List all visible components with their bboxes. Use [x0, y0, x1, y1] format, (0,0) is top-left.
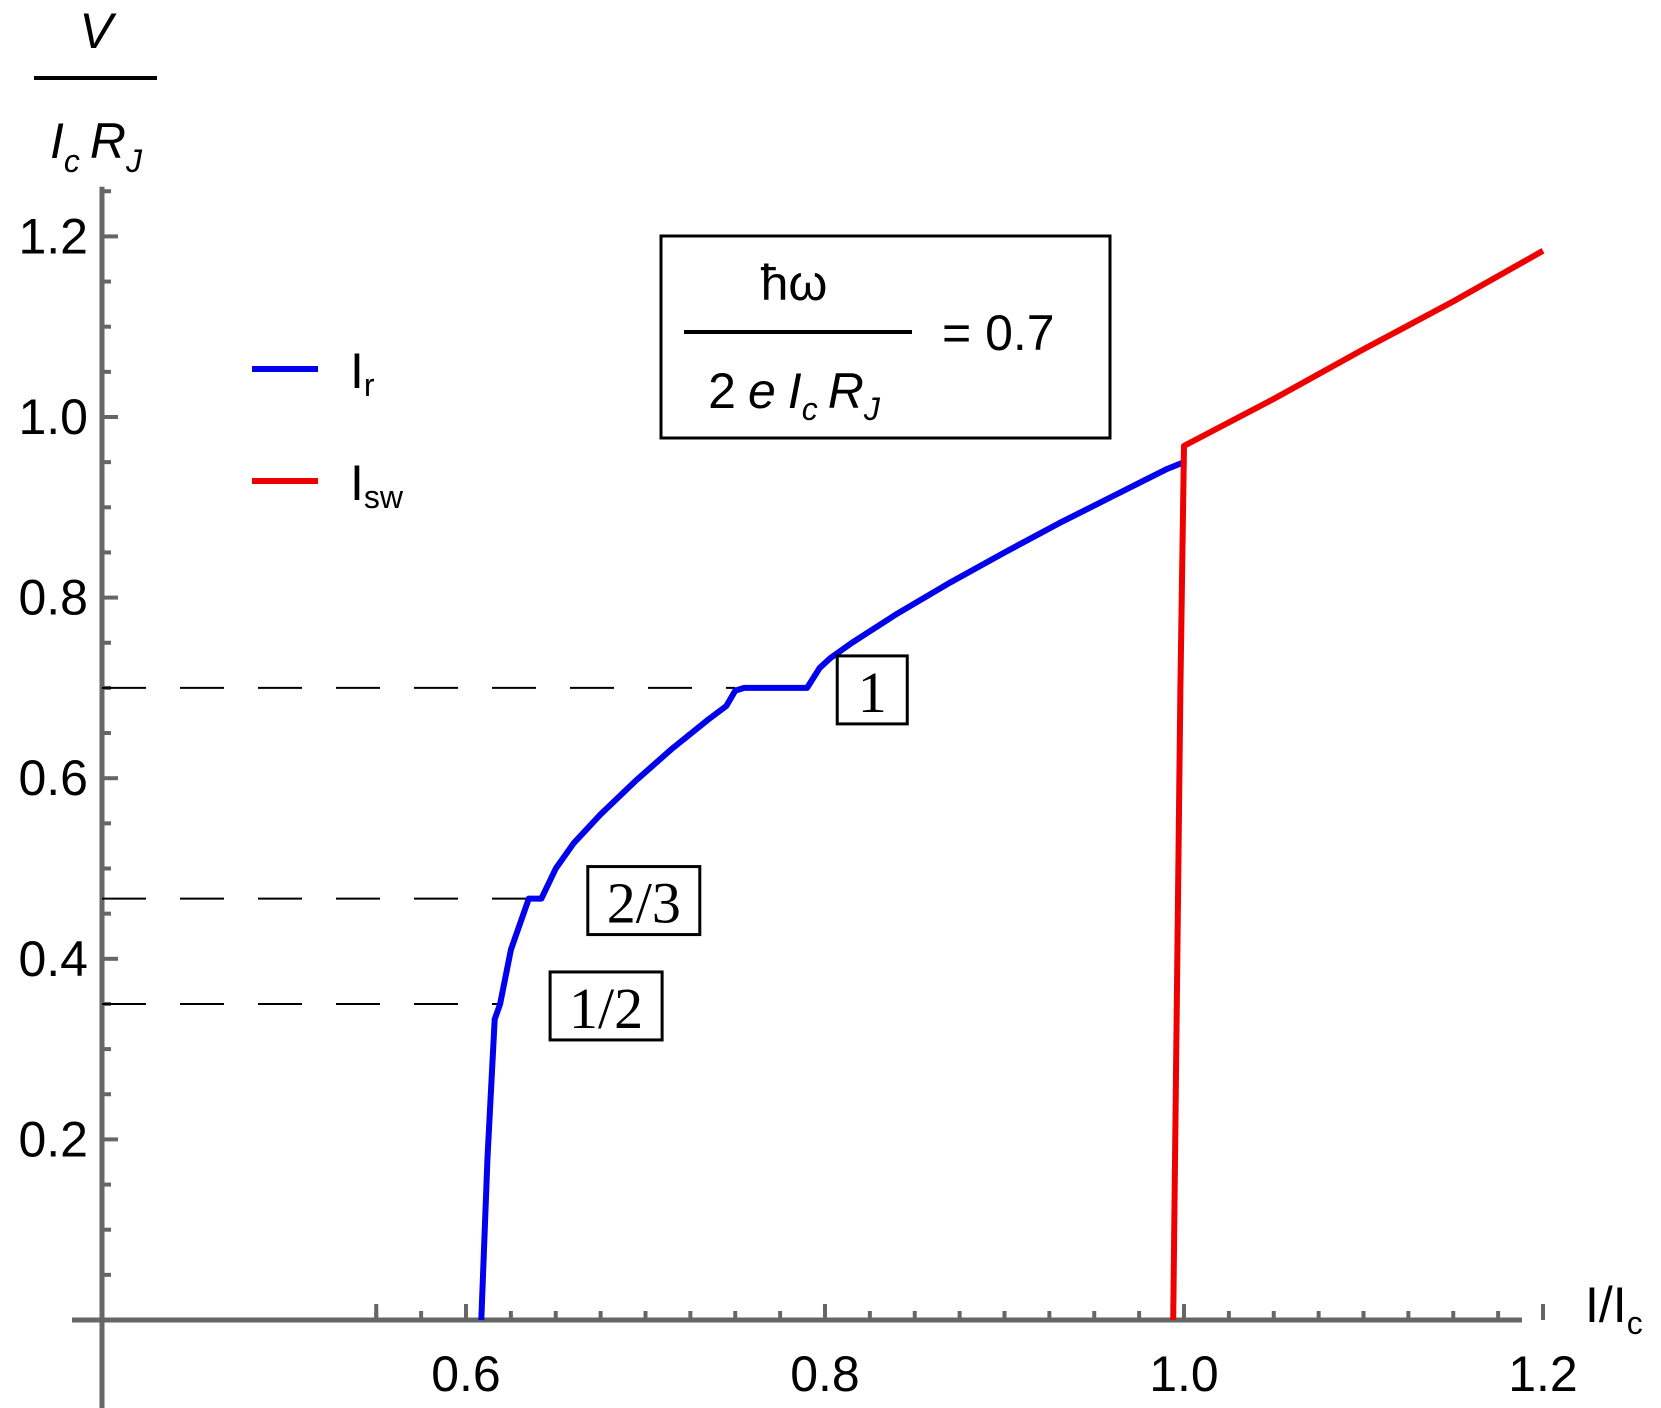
reference-label-text: 1/2 [569, 976, 643, 1041]
y-label-i-sub: c [64, 143, 80, 179]
annotation-equals: = 0.7 [942, 305, 1055, 361]
annotation-den-2: 2 [708, 363, 736, 419]
y-tick-label: 1.0 [18, 389, 88, 445]
series-line-isw [1170, 248, 1545, 1321]
legend-label-ir: Ir [350, 343, 375, 403]
x-axis-label: I/Ic [1585, 1277, 1643, 1341]
legend: Ir Isw [252, 343, 404, 515]
y-tick-label: 1.2 [18, 208, 88, 264]
x-ticks: 0.6 0.8 1.0 1.2 [374, 1304, 1578, 1402]
reference-label-box [586, 865, 702, 937]
legend-isw-main: I [350, 455, 364, 511]
y-ticks: 0.2 0.4 0.6 0.8 1.0 1.2 [18, 208, 118, 1167]
x-tick-label: 0.6 [431, 1346, 501, 1402]
y-label-numerator: V [79, 3, 117, 59]
annotation-den-e: e [748, 363, 776, 419]
reference-label-box [835, 654, 909, 726]
y-label-r-sub: J [125, 143, 143, 179]
annotation-den-r: R [828, 363, 864, 419]
reference-label: 2/3 [586, 865, 702, 937]
reference-label-text: 2/3 [607, 871, 681, 936]
reference-label-box [548, 970, 664, 1042]
series-line-ir [478, 459, 1186, 1321]
x-tick-label: 0.8 [790, 1346, 860, 1402]
y-tick-label: 0.2 [18, 1111, 88, 1167]
reference-label: 1/2 [548, 970, 664, 1042]
reference-labels: 1 2/3 1/2 [548, 654, 909, 1042]
legend-ir-sub: r [364, 367, 375, 403]
y-axis-label: V Ic RJ [34, 3, 157, 179]
x-tick-label: 1.0 [1149, 1346, 1219, 1402]
annotation-numerator: ħω [761, 255, 828, 311]
y-tick-label: 0.4 [18, 931, 88, 987]
reference-lines [102, 686, 736, 1005]
y-tick-label: 0.8 [18, 570, 88, 626]
y-tick-label: 0.6 [18, 750, 88, 806]
legend-ir-main: I [350, 343, 364, 399]
annotation-frame [659, 234, 1112, 440]
annotation-box: ħω 2 e Ic RJ = 0.7 [659, 234, 1112, 440]
reference-label: 1 [835, 654, 909, 726]
legend-isw-sub: sw [364, 479, 404, 515]
x-label-main: I/I [1585, 1277, 1627, 1333]
x-label-sub: c [1627, 1305, 1643, 1341]
annotation-den-i-sub: c [802, 391, 818, 427]
reference-label-text: 1 [858, 660, 887, 725]
y-label-i: I [50, 113, 64, 169]
annotation-denominator: 2 e Ic RJ [708, 363, 881, 427]
y-label-denominator: Ic RJ [50, 113, 143, 179]
series-group [478, 248, 1545, 1321]
annotation-den-i: I [788, 363, 802, 419]
x-tick-label: 1.2 [1508, 1346, 1578, 1402]
y-label-r: R [90, 113, 126, 169]
legend-label-isw: Isw [350, 455, 404, 515]
annotation-den-r-sub: J [863, 391, 881, 427]
